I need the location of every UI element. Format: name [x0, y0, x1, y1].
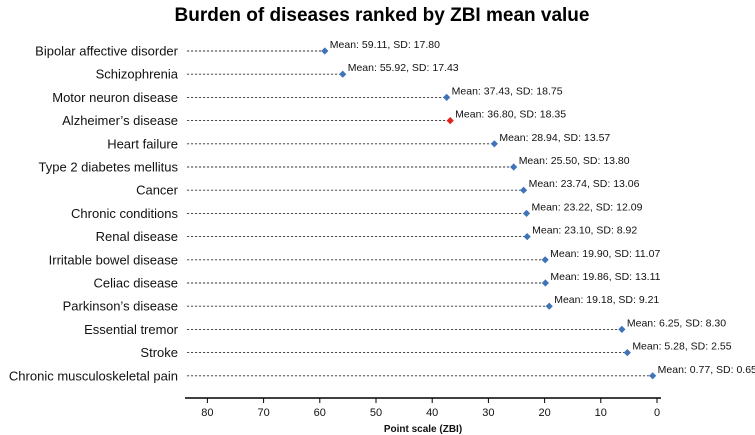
category-label: Bipolar affective disorder — [35, 44, 179, 59]
value-label: Mean: 19.18, SD: 9.21 — [554, 294, 659, 306]
value-label: Mean: 19.86, SD: 13.11 — [550, 271, 660, 283]
data-row: Parkinson’s disease Mean: 19.18, SD: 9.21 — [63, 294, 660, 314]
category-label: Motor neuron disease — [52, 90, 178, 105]
value-label: Mean: 59.11, SD: 17.80 — [330, 39, 440, 51]
data-point — [522, 209, 531, 217]
category-label: Celiac disease — [93, 276, 178, 291]
category-label: Chronic musculoskeletal pain — [9, 368, 178, 383]
data-row: Cancer Mean: 23.74, SD: 13.06 — [136, 178, 640, 198]
x-tick-label: 50 — [370, 407, 382, 419]
data-point — [649, 372, 657, 380]
category-label: Irritable bowel disease — [49, 252, 178, 267]
chart-title: Burden of diseases ranked by ZBI mean va… — [175, 5, 590, 26]
data-point — [339, 70, 347, 78]
value-label: Mean: 6.25, SD: 8.30 — [627, 317, 726, 329]
category-label: Parkinson’s disease — [63, 299, 178, 314]
value-label: Mean: 5.28, SD: 2.55 — [632, 341, 731, 353]
x-tick-label: 70 — [257, 407, 269, 419]
value-label: Mean: 19.90, SD: 11.07 — [550, 248, 660, 260]
data-row: Stroke Mean: 5.28, SD: 2.55 — [140, 341, 731, 361]
data-row: Celiac disease Mean: 19.86, SD: 13.11 — [93, 271, 660, 291]
value-label: Mean: 36.80, SD: 18.35 — [455, 109, 566, 121]
value-label: Mean: 37.43, SD: 18.75 — [452, 85, 563, 97]
data-point — [519, 186, 528, 194]
x-tick-label: 10 — [595, 407, 607, 419]
category-label: Chronic conditions — [71, 206, 178, 221]
data-row: Type 2 diabetes mellitus Mean: 25.50, SD:… — [39, 155, 630, 175]
data-point — [523, 233, 531, 241]
x-tick-label: 0 — [654, 407, 660, 419]
x-axis-ticks: 80 70 60 50 40 30 20 10 0 — [201, 398, 660, 419]
category-label: Schizophrenia — [96, 67, 179, 82]
category-label: Essential tremor — [84, 322, 179, 337]
category-label: Heart failure — [107, 136, 178, 151]
plot-area: Bipolar affective disorder Mean: 59.11, S… — [9, 39, 755, 383]
category-label: Alzheimer’s disease — [62, 113, 178, 128]
category-label: Cancer — [136, 183, 179, 198]
data-point — [618, 325, 626, 333]
value-label: Mean: 23.74, SD: 13.06 — [529, 178, 640, 190]
data-row: Chronic conditions Mean: 23.22, SD: 12.09 — [71, 201, 643, 221]
data-row: Essential tremor Mean: 6.25, SD: 8.30 — [84, 317, 726, 337]
value-label: Mean: 28.94, SD: 13.57 — [499, 132, 610, 144]
data-point — [545, 302, 553, 310]
category-label: Type 2 diabetes mellitus — [39, 160, 179, 175]
x-tick-label: 30 — [482, 407, 494, 419]
x-axis-title: Point scale (ZBI) — [384, 424, 462, 435]
data-row: Chronic musculoskeletal pain Mean: 0.77, … — [9, 364, 755, 384]
value-label: Mean: 23.22, SD: 12.09 — [532, 201, 643, 213]
data-point — [443, 93, 451, 101]
data-point-highlight — [446, 117, 454, 125]
data-point — [321, 47, 329, 55]
data-row: Irritable bowel disease Mean: 19.90, SD: … — [49, 248, 661, 268]
value-label: Mean: 55.92, SD: 17.43 — [348, 62, 459, 74]
x-tick-label: 20 — [538, 407, 550, 419]
data-point — [541, 256, 549, 264]
category-label: Renal disease — [96, 229, 178, 244]
data-point — [490, 140, 498, 148]
data-row: Renal disease Mean: 23.10, SD: 8.92 — [96, 225, 638, 245]
data-point — [623, 349, 631, 357]
data-point — [541, 279, 549, 287]
data-row: Motor neuron disease Mean: 37.43, SD: 18.… — [52, 85, 562, 105]
value-label: Mean: 23.10, SD: 8.92 — [532, 225, 637, 237]
data-row: Bipolar affective disorder Mean: 59.11, S… — [35, 39, 440, 59]
data-row: Schizophrenia Mean: 55.92, SD: 17.43 — [96, 62, 459, 82]
x-tick-label: 60 — [314, 407, 326, 419]
x-tick-label: 80 — [201, 407, 213, 419]
x-tick-label: 40 — [426, 407, 438, 419]
category-label: Stroke — [140, 345, 178, 360]
data-point — [510, 163, 518, 171]
data-row: Alzheimer’s disease Mean: 36.80, SD: 18.3… — [62, 109, 566, 129]
value-label: Mean: 25.50, SD: 13.80 — [519, 155, 630, 167]
value-label: Mean: 0.77, SD: 0.65 — [658, 364, 755, 376]
data-row: Heart failure Mean: 28.94, SD: 13.57 — [107, 132, 610, 152]
